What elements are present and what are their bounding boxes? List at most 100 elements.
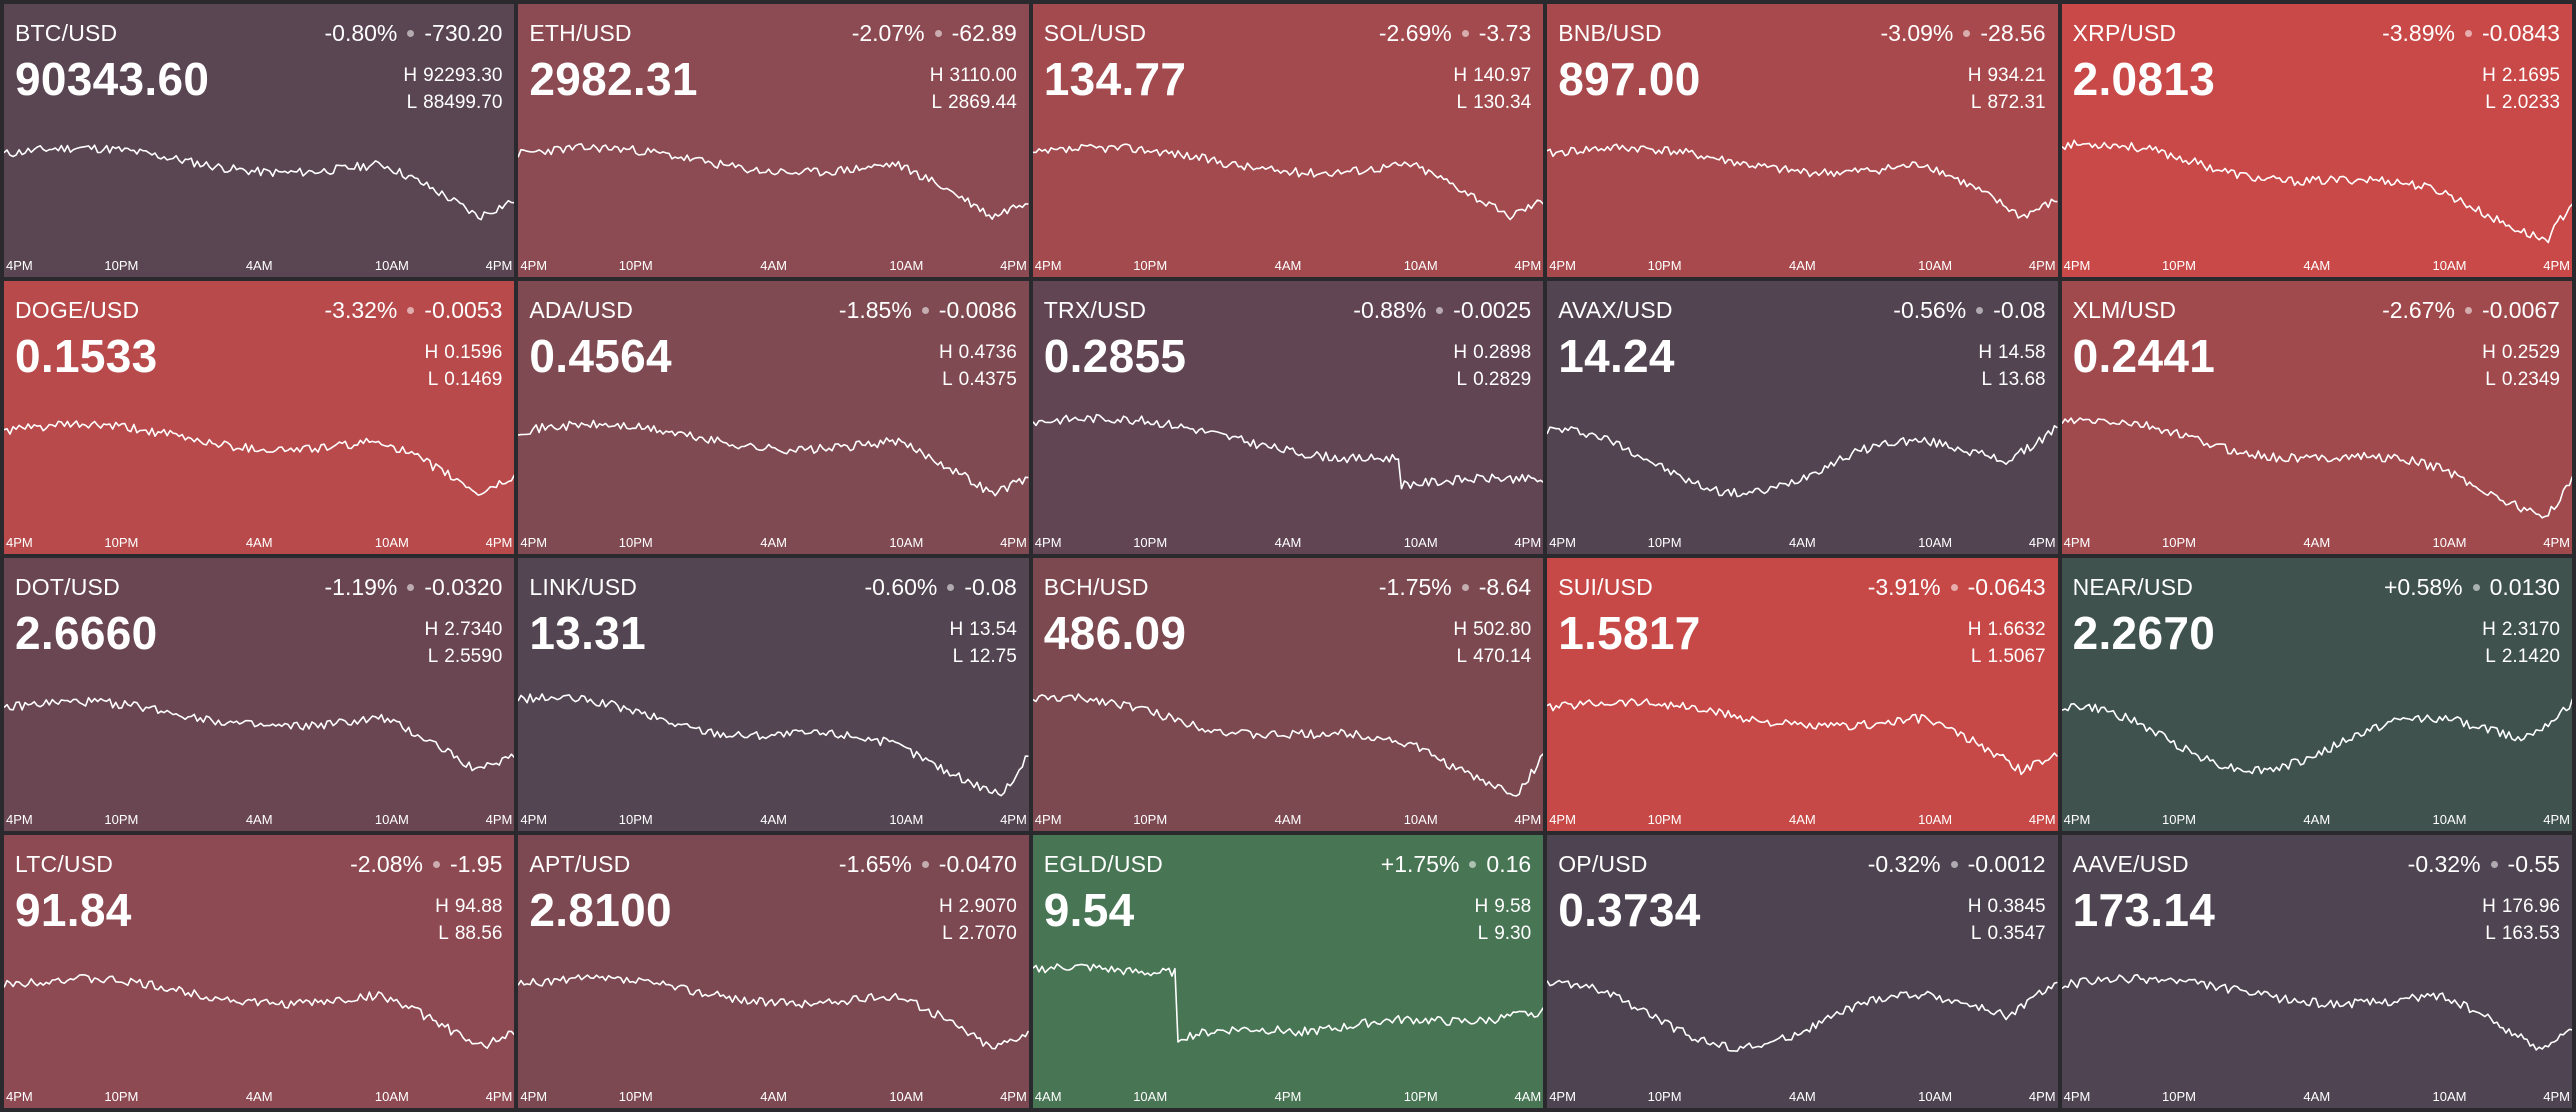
low-value: 2.5590 [444, 646, 503, 667]
axis-tick-label: 4AM [760, 258, 787, 273]
ticker-tile-btc-usd[interactable]: BTC/USD -0.80% -730.20 90343.60 H 92293.3… [4, 4, 515, 277]
low-key: L [2485, 92, 2496, 113]
change-readout: -1.85% -0.0086 [839, 297, 1017, 324]
high-low: H 14.58 L 13.68 [1978, 339, 2045, 393]
axis-tick-label: 10AM [1918, 258, 1953, 273]
last-price: 173.14 [2072, 884, 2216, 936]
separator-dot-icon [1469, 861, 1477, 868]
price-sparkline [4, 973, 515, 1050]
axis-tick-label: 10PM [1133, 812, 1168, 827]
high-value: 92293.30 [423, 65, 503, 86]
absolute-change: 0.0130 [2489, 574, 2560, 600]
ticker-tile-egld-usd[interactable]: EGLD/USD +1.75% 0.16 9.54 H 9.58 L 9.30 4A… [1032, 835, 1544, 1108]
high-value: 140.97 [1473, 65, 1532, 86]
axis-tick-label: 10PM [2161, 535, 2196, 550]
change-readout: -0.32% -0.55 [2408, 851, 2560, 878]
sparkline-line [1547, 143, 2058, 219]
low-key: L [2485, 369, 2496, 390]
ticker-tile-eth-usd[interactable]: ETH/USD -2.07% -62.89 2982.31 H 3110.00 L… [518, 4, 1029, 277]
axis-tick-label: 4PM [6, 1089, 33, 1104]
pair-label: OP/USD [1558, 851, 1648, 877]
sparkline-line [1547, 698, 2058, 776]
axis-tick-label: 4PM [520, 812, 548, 827]
axis-tick-label: 4AM [2303, 1089, 2331, 1104]
high-value: 0.2898 [1473, 342, 1532, 363]
axis-tick-label: 4PM [6, 258, 33, 273]
axis-tick-label: 4PM [485, 1089, 513, 1104]
axis-tick-label: 10PM [104, 1089, 139, 1104]
axis-tick-label: 4AM [760, 535, 787, 550]
axis-tick-label: 4AM [1274, 812, 1302, 827]
last-price: 486.09 [1043, 607, 1187, 659]
sparkline-line [4, 696, 515, 772]
high-value: 0.3845 [1987, 896, 2046, 917]
axis-tick-label: 10AM [1403, 812, 1438, 827]
high-key: H [2482, 619, 2496, 640]
low-value: 2.0233 [2501, 92, 2560, 113]
time-axis: 4PM 10PM 4AM 10AM 4PM [4, 534, 514, 550]
time-axis: 4PM 10PM 4AM 10AM 4PM [518, 534, 1028, 550]
low-key: L [1456, 646, 1468, 667]
percent-change: -1.19% [324, 574, 398, 600]
ticker-tile-bnb-usd[interactable]: BNB/USD -3.09% -28.56 897.00 H 934.21 L 87… [1547, 4, 2058, 277]
pair-label: ADA/USD [529, 297, 634, 323]
absolute-change: -0.0843 [2481, 20, 2560, 46]
absolute-change: -0.0320 [424, 574, 503, 600]
axis-tick-label: 10AM [374, 1089, 409, 1104]
change-readout: -3.32% -0.0053 [325, 297, 503, 324]
ticker-tile-aave-usd[interactable]: AAVE/USD -0.32% -0.55 173.14 H 176.96 L 16… [2061, 835, 2572, 1108]
low-value: 13.68 [1998, 369, 2046, 390]
time-axis: 4PM 10PM 4AM 10AM 4PM [4, 1088, 514, 1104]
absolute-change: -0.0053 [424, 297, 503, 323]
axis-tick-label: 4PM [2028, 1089, 2056, 1104]
sparkline-line [1032, 963, 1544, 1043]
separator-dot-icon [2464, 30, 2472, 37]
axis-tick-label: 4PM [2028, 812, 2056, 827]
low-key: L [942, 369, 953, 390]
separator-dot-icon [2464, 307, 2472, 314]
absolute-change: -730.20 [424, 20, 503, 46]
ticker-tile-doge-usd[interactable]: DOGE/USD -3.32% -0.0053 0.1533 H 0.1596 L… [4, 281, 515, 554]
ticker-tile-ltc-usd[interactable]: LTC/USD -2.08% -1.95 91.84 H 94.88 L 88.56… [4, 835, 515, 1108]
ticker-tile-op-usd[interactable]: OP/USD -0.32% -0.0012 0.3734 H 0.3845 L 0.… [1547, 835, 2058, 1108]
last-price: 2.2670 [2072, 607, 2216, 659]
time-axis: 4PM 10PM 4AM 10AM 4PM [1033, 534, 1543, 550]
ticker-tile-bch-usd[interactable]: BCH/USD -1.75% -8.64 486.09 H 502.80 L 470… [1032, 558, 1544, 831]
axis-tick-label: 4PM [1034, 258, 1062, 273]
axis-tick-label: 10PM [618, 258, 653, 273]
percent-change: -0.88% [1353, 297, 1427, 323]
axis-tick-label: 4AM [1034, 1089, 1062, 1104]
axis-tick-label: 4PM [520, 258, 548, 273]
change-readout: -0.32% -0.0012 [1868, 851, 2046, 878]
ticker-tile-link-usd[interactable]: LINK/USD -0.60% -0.08 13.31 H 13.54 L 12.7… [518, 558, 1029, 831]
axis-tick-label: 4AM [2303, 812, 2331, 827]
pair-label: SOL/USD [1043, 20, 1147, 46]
high-low: H 2.7340 L 2.5590 [425, 616, 503, 670]
separator-dot-icon [1963, 30, 1971, 37]
absolute-change: -0.08 [1993, 297, 2046, 323]
price-sparkline [2061, 973, 2572, 1051]
ticker-tile-avax-usd[interactable]: AVAX/USD -0.56% -0.08 14.24 H 14.58 L 13.6… [1547, 281, 2058, 554]
price-sparkline [518, 693, 1029, 797]
high-value: 176.96 [2501, 896, 2560, 917]
axis-tick-label: 10PM [2161, 812, 2196, 827]
axis-tick-label: 10PM [2161, 1089, 2196, 1104]
high-key: H [1967, 65, 1982, 86]
low-value: 12.75 [969, 646, 1017, 667]
high-low: H 2.9070 L 2.7070 [939, 893, 1017, 947]
ticker-tile-sol-usd[interactable]: SOL/USD -2.69% -3.73 134.77 H 140.97 L 130… [1032, 4, 1544, 277]
high-value: 0.2529 [2501, 342, 2560, 363]
last-price: 2.6660 [15, 607, 158, 659]
axis-tick-label: 4PM [6, 812, 33, 827]
high-low: H 13.54 L 12.75 [950, 616, 1017, 670]
high-key: H [1967, 896, 1982, 917]
separator-dot-icon [2472, 584, 2480, 591]
